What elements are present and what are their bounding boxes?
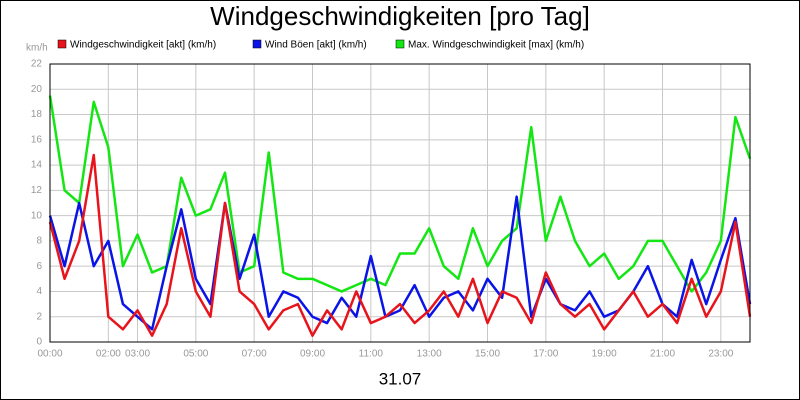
x-tick-label: 19:00 <box>592 349 617 360</box>
y-tick-label: 16 <box>31 134 43 145</box>
x-tick-label: 11:00 <box>359 349 384 360</box>
plot-area <box>50 64 750 342</box>
chart-title: Windgeschwindigkeiten [pro Tag] <box>210 1 590 31</box>
y-tick-label: 2 <box>36 311 42 322</box>
plot-border <box>49 63 751 343</box>
legend-label: Wind Böen [akt] (km/h) <box>265 40 367 51</box>
x-tick-label: 13:00 <box>417 349 442 360</box>
y-tick-label: 6 <box>36 261 42 272</box>
y-tick-label: 8 <box>36 236 42 247</box>
x-tick-label: 02:00 <box>96 349 121 360</box>
y-tick-label: 10 <box>31 210 43 221</box>
y-tick-label: 18 <box>31 109 43 120</box>
x-tick-label: 09:00 <box>300 349 325 360</box>
y-tick-label: 22 <box>31 59 43 70</box>
series-line <box>48 153 752 337</box>
x-tick-label: 03:00 <box>125 349 150 360</box>
y-tick-label: 20 <box>31 84 43 95</box>
x-tick-label: 21:00 <box>650 349 675 360</box>
legend-swatch <box>252 39 262 49</box>
legend-swatch <box>395 39 405 49</box>
x-tick-label: 15:00 <box>475 349 500 360</box>
legend-label: Max. Windgeschwindigkeit [max] (km/h) <box>408 40 584 51</box>
x-axis-label: 31.07 <box>379 369 422 388</box>
y-unit: km/h <box>26 43 48 54</box>
x-tick-label: 00:00 <box>37 349 62 360</box>
y-tick-label: 0 <box>36 337 42 348</box>
x-tick-label: 07:00 <box>242 349 267 360</box>
x-tick-label: 05:00 <box>183 349 208 360</box>
legend-label: Windgeschwindigkeit [akt] (km/h) <box>70 40 216 51</box>
y-tick-label: 14 <box>31 160 43 171</box>
legend-swatch <box>57 39 67 49</box>
x-tick-label: 23:00 <box>708 349 733 360</box>
y-tick-label: 12 <box>31 185 43 196</box>
x-tick-label: 17:00 <box>533 349 558 360</box>
y-tick-label: 4 <box>36 286 42 297</box>
